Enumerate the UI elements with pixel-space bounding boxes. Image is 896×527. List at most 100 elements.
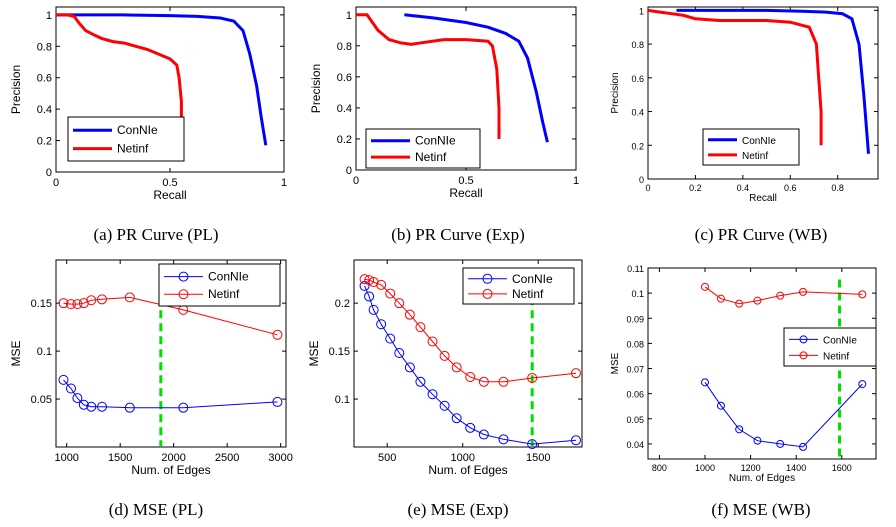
y-tick-label: 1 [639,6,644,16]
y-tick-label: 0.1 [335,394,350,406]
data-point-netinf [394,298,405,309]
data-point-netinf [124,292,135,303]
y-axis-label: Precision [309,64,323,113]
data-point-connie [385,333,396,344]
x-tick-label: 1500 [108,452,132,464]
data-point-netinf [415,322,426,333]
data-point-connie [439,400,450,411]
y-tick-label: 0.1 [37,346,52,358]
legend-box [783,327,877,367]
legend-label-connie: ConNIe [415,134,456,148]
y-axis-label: MSE [9,340,23,366]
y-tick-label: 0.2 [37,136,52,148]
legend-marker-connie [482,273,493,284]
data-point-connie [570,435,581,446]
data-point-connie [858,380,867,389]
data-point-netinf [753,296,762,305]
series-line-connie [56,13,268,146]
x-tick-label: 1200 [741,463,761,473]
x-tick-label: 1000 [54,452,78,464]
data-point-netinf [735,299,744,308]
legend-label-connie: ConNIe [512,272,553,286]
x-axis-label: Recall [153,188,186,202]
data-point-netinf [368,277,379,288]
y-tick-label: 0.4 [631,108,644,118]
series-line-connie [704,382,863,448]
chart-panel-1: 0 0.5 1 0 0.2 0.4 0.6 0.8 1 Recall Precision ConNIe… [9,6,287,244]
y-tick-label: 0 [346,165,352,177]
legend: ConNIe Netinf [702,128,800,166]
legend-marker-netinf [799,351,808,360]
data-point-connie [527,439,538,450]
data-point-connie [404,362,415,373]
x-tick-label: 0.5 [458,175,473,187]
data-point-netinf [478,376,489,387]
y-tick-label: 0 [46,167,52,179]
data-point-netinf [359,274,370,285]
y-tick-label: 0.11 [627,264,644,274]
data-point-netinf [427,336,438,347]
x-tick-label: 0.6 [784,183,797,193]
legend-box [67,116,185,162]
x-tick-label: 800 [652,463,667,473]
legend-marker-connie [178,271,189,282]
y-tick-label: 0.06 [626,390,644,400]
y-tick-label: 0.8 [337,41,352,53]
legend-label-netinf: Netinf [415,150,447,164]
chart-panel-5: 500 1000 1500 0.1 0.15 0.2 Num. of Edges MSE Con… [307,259,583,519]
x-tick-label: 1 [281,177,287,189]
data-point-netinf [451,362,462,373]
data-point-connie [86,401,97,412]
y-axis-label: MSE [307,340,321,366]
x-tick-label: 1600 [832,463,852,473]
legend-label-connie: ConNIe [117,123,158,137]
x-axis-label: Num. of Edges [428,463,507,477]
data-point-netinf [364,275,375,286]
y-tick-label: 0.6 [37,73,52,85]
y-tick-label: 0.6 [337,72,352,84]
data-point-netinf [527,372,538,383]
series-line-netinf [56,13,183,122]
data-point-connie [368,304,379,315]
legend-label-netinf: Netinf [742,151,768,162]
y-axis-label: Precision [9,65,23,114]
series-line-netinf [704,286,863,305]
data-point-connie [465,422,476,433]
y-tick-label: 0.07 [626,365,644,375]
data-point-netinf [439,350,450,361]
x-tick-label: 1 [573,175,579,187]
y-tick-label: 0.4 [37,104,52,116]
y-tick-label: 0.15 [31,298,52,310]
panel-caption: (b) PR Curve (Exp) [391,225,525,244]
x-tick-label: 1000 [450,452,474,464]
data-point-netinf [776,291,785,300]
legend-label-netinf: Netinf [823,351,849,362]
y-tick-label: 0.09 [626,314,644,324]
data-point-connie [376,319,387,330]
data-point-connie [451,413,462,424]
data-point-connie [716,401,725,410]
legend-label-connie: ConNIe [823,335,857,346]
legend-marker-connie [799,335,808,344]
x-tick-label: 0.5 [162,177,177,189]
data-point-connie [178,402,189,413]
data-point-netinf [858,290,867,299]
legend-box [365,128,481,169]
legend: ConNIe Netinf [365,128,481,169]
legend-box [702,128,800,166]
data-point-netinf [465,371,476,382]
data-point-connie [701,378,709,387]
data-point-connie [272,396,283,407]
data-point-connie [799,442,808,451]
data-point-connie [427,389,438,400]
data-point-connie [753,436,762,445]
plot-frame [647,6,879,180]
y-tick-label: 0.15 [329,346,350,358]
x-tick-label: 0.2 [689,183,702,193]
panel-caption: (a) PR Curve (PL) [93,225,218,244]
data-point-netinf [570,368,581,379]
data-point-netinf [716,294,725,303]
y-tick-label: 0.2 [337,134,352,146]
x-tick-label: 2500 [215,452,239,464]
